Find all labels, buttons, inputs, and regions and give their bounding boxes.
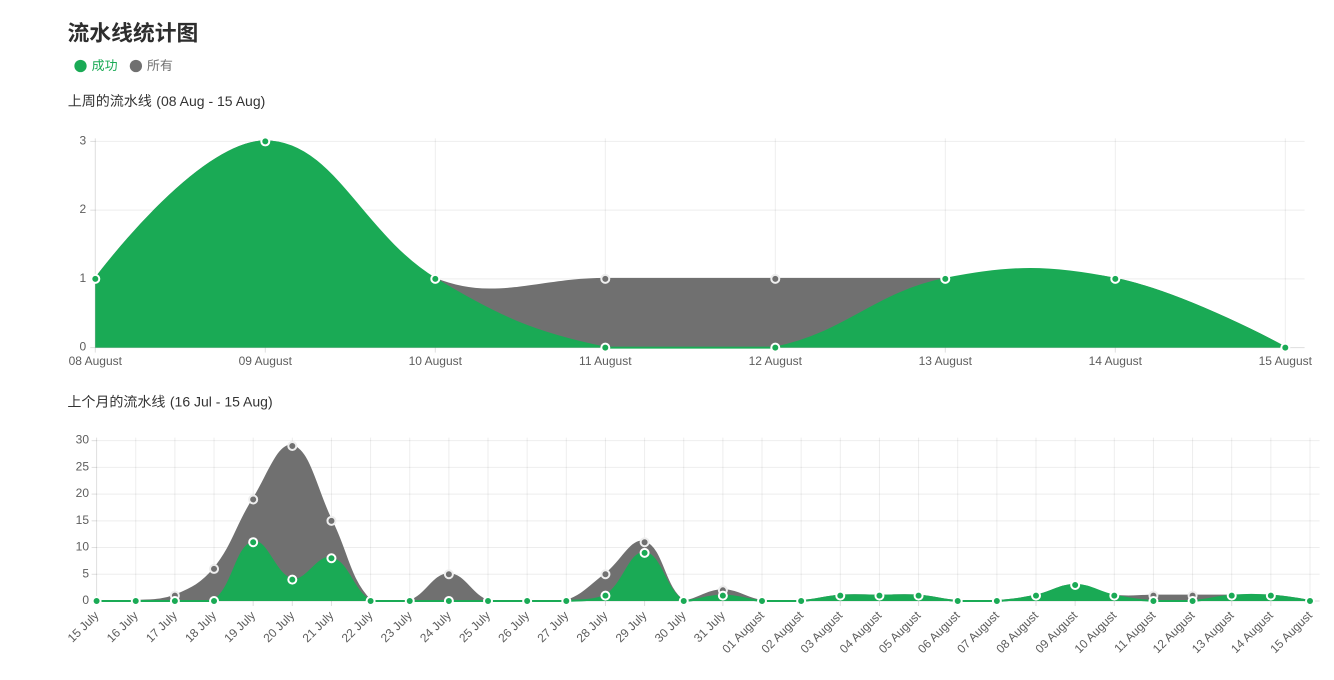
svg-text:08 August: 08 August [69, 354, 123, 368]
svg-text:14 August: 14 August [1089, 354, 1143, 368]
svg-text:16 July: 16 July [104, 608, 141, 645]
svg-text:1: 1 [80, 271, 87, 285]
svg-text:24 July: 24 July [417, 608, 454, 645]
svg-text:26 July: 26 July [495, 608, 532, 645]
svg-text:20: 20 [76, 486, 90, 500]
svg-text:19 July: 19 July [221, 608, 258, 645]
svg-text:5: 5 [82, 566, 89, 580]
svg-text:15 July: 15 July [65, 608, 102, 645]
svg-text:(08 Aug - 15 Aug): (08 Aug - 15 Aug) [156, 93, 265, 109]
svg-text:30 July: 30 July [652, 608, 689, 645]
svg-text:0: 0 [82, 593, 89, 607]
svg-text:0: 0 [80, 340, 87, 354]
svg-text:28 July: 28 July [574, 608, 611, 645]
svg-text:25: 25 [76, 459, 90, 473]
svg-text:10: 10 [76, 540, 90, 554]
svg-text:13 August: 13 August [919, 354, 973, 368]
svg-text:18 July: 18 July [182, 608, 219, 645]
svg-text:15 August: 15 August [1267, 608, 1315, 656]
svg-text:15 August: 15 August [1259, 354, 1313, 368]
svg-text:31 July: 31 July [691, 608, 728, 645]
svg-text:17 July: 17 July [143, 608, 180, 645]
svg-text:10 August: 10 August [1072, 608, 1120, 656]
svg-text:(16 Jul - 15 Aug): (16 Jul - 15 Aug) [170, 394, 273, 410]
svg-text:11 August: 11 August [579, 354, 632, 368]
svg-text:30: 30 [76, 433, 90, 447]
svg-text:3: 3 [80, 133, 87, 147]
svg-text:23 July: 23 July [378, 608, 415, 645]
svg-text:27 July: 27 July [534, 608, 571, 645]
svg-text:22 July: 22 July [339, 608, 376, 645]
svg-text:2: 2 [80, 202, 87, 216]
svg-text:15: 15 [76, 513, 90, 527]
svg-text:09 August: 09 August [239, 354, 293, 368]
svg-text:12 August: 12 August [749, 354, 803, 368]
svg-text:21 July: 21 July [300, 608, 337, 645]
svg-text:29 July: 29 July [613, 608, 650, 645]
svg-text:10 August: 10 August [409, 354, 463, 368]
svg-text:25 July: 25 July [456, 608, 493, 645]
svg-text:20 July: 20 July [260, 608, 297, 645]
